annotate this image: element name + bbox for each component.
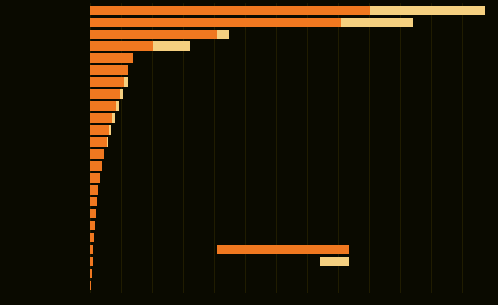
Bar (90, 89, 120, 99)
Bar (90, 18, 341, 27)
Bar (90, 66, 128, 75)
Bar (110, 125, 111, 135)
Bar (90, 101, 116, 111)
Bar (153, 41, 190, 51)
Bar (90, 257, 93, 266)
Bar (90, 41, 153, 51)
Bar (90, 209, 96, 218)
Bar (90, 269, 92, 278)
Bar (90, 161, 102, 170)
Bar (90, 197, 97, 206)
Bar (90, 245, 93, 254)
Bar (90, 149, 105, 159)
Bar (90, 77, 124, 87)
Bar (217, 245, 349, 254)
Bar (116, 101, 119, 111)
Bar (90, 125, 110, 135)
Bar (90, 221, 95, 230)
Bar (124, 77, 128, 87)
Bar (90, 281, 92, 290)
Bar (341, 18, 413, 27)
Bar (90, 137, 107, 147)
Bar (217, 30, 229, 39)
Bar (90, 30, 217, 39)
Bar (120, 89, 123, 99)
Bar (90, 233, 94, 242)
Bar (112, 113, 115, 123)
Bar (90, 5, 370, 15)
Bar (320, 257, 349, 266)
Bar (90, 53, 133, 63)
Bar (107, 137, 109, 147)
Bar (90, 185, 98, 195)
Bar (90, 113, 112, 123)
Bar (370, 5, 485, 15)
Bar (90, 173, 100, 182)
